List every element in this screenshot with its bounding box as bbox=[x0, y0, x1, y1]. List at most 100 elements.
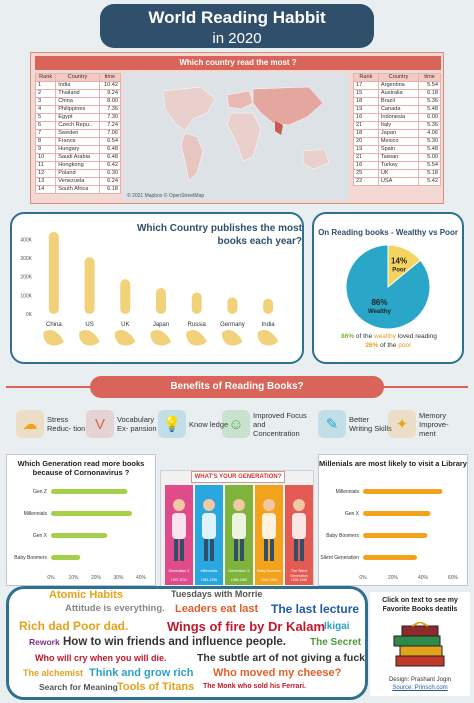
table-row[interactable]: 4 Philippines 7.36 bbox=[34, 105, 122, 114]
table-row[interactable]: 16 Turkey 5.54 bbox=[353, 161, 441, 170]
book-title-link[interactable]: Who moved my cheese? bbox=[213, 667, 342, 679]
books-chart-title: Which Country publishes the most books e… bbox=[136, 223, 302, 247]
book-title-link[interactable]: Leaders eat last bbox=[175, 603, 259, 615]
generation-figure: Generation Z 1997-2012 bbox=[165, 485, 193, 585]
book-title-link[interactable]: Rework bbox=[29, 637, 60, 647]
bar[interactable] bbox=[51, 489, 128, 494]
table-cell: 5.00 bbox=[418, 153, 441, 162]
table-cell: South Africa bbox=[55, 185, 100, 194]
book-title-link[interactable]: Search for Meaning bbox=[39, 682, 118, 692]
y-tick-label: 400K bbox=[20, 237, 32, 243]
table-cell: 20 bbox=[353, 137, 379, 146]
africa-shape bbox=[226, 112, 262, 162]
bar[interactable] bbox=[51, 533, 108, 538]
table-cell: 8.00 bbox=[98, 97, 122, 106]
bar[interactable] bbox=[263, 298, 274, 314]
book-title-link[interactable]: The Monk who sold his Ferrari. bbox=[203, 683, 307, 690]
book-title-link[interactable]: Who will cry when you will die. bbox=[35, 653, 167, 663]
table-cell: 22 bbox=[353, 177, 379, 186]
table-cell: Taiwan bbox=[377, 153, 420, 162]
table-row[interactable]: 25 UK 5.18 bbox=[353, 169, 441, 178]
book-title-link[interactable]: Ikigai bbox=[324, 621, 350, 632]
book-title-link[interactable]: Tools of Titans bbox=[117, 681, 195, 693]
table-row[interactable]: 20 Mexico 5.30 bbox=[353, 137, 441, 146]
table-row[interactable]: 10 Saudi Arabia 6.48 bbox=[34, 153, 122, 162]
table-row[interactable]: 18 Brazil 5.36 bbox=[353, 97, 441, 106]
benefit-item: ✎ Better Writing Skills bbox=[318, 404, 393, 444]
generation-figure: The Silent Generation 1928-1945 bbox=[285, 485, 313, 585]
x-tick-label: Russia bbox=[188, 322, 207, 328]
bar[interactable] bbox=[191, 292, 202, 314]
table-row[interactable]: 21 Taiwan 5.00 bbox=[353, 153, 441, 162]
brain-icon: ☁ bbox=[16, 410, 44, 438]
table-cell: 7.24 bbox=[98, 121, 122, 130]
x-tick-label: 30% bbox=[113, 575, 124, 581]
table-row[interactable]: 6 Czech Repu.. 7.24 bbox=[34, 121, 122, 130]
bar[interactable] bbox=[51, 555, 81, 560]
book-title-link[interactable]: Atomic Habits bbox=[49, 589, 123, 601]
generation-years: 1946-1964 bbox=[260, 578, 278, 582]
table-cell: 12 bbox=[34, 169, 57, 178]
table-cell: 14 bbox=[34, 185, 57, 194]
table-row[interactable]: 15 Australia 6.18 bbox=[353, 89, 441, 98]
book-title-link[interactable]: The Secret bbox=[310, 637, 362, 648]
note-26: 26% bbox=[365, 342, 379, 349]
book-title-link[interactable]: Tuesdays with Morrie bbox=[171, 589, 263, 599]
table-row[interactable]: 7 Sweden 7.06 bbox=[34, 129, 122, 138]
table-row[interactable]: 13 Venezuela 6.24 bbox=[34, 177, 122, 186]
table-row[interactable]: 11 Hongkong 6.42 bbox=[34, 161, 122, 170]
ranking-table-left: Rank Country time 1 India 10.42 2 Thailand 9.24 3… bbox=[34, 73, 122, 194]
bar[interactable] bbox=[156, 288, 166, 314]
bar[interactable] bbox=[363, 511, 431, 516]
bar[interactable] bbox=[363, 533, 428, 538]
generation-years: 1997-2012 bbox=[170, 578, 188, 582]
table-row[interactable]: 1 India 10.42 bbox=[34, 81, 122, 90]
table-row[interactable]: 21 Italy 5.36 bbox=[353, 121, 441, 130]
book-title-link[interactable]: The subtle art of not giving a fuck. bbox=[197, 652, 368, 664]
country-silhouette bbox=[79, 330, 100, 346]
pie-slice[interactable] bbox=[345, 244, 431, 330]
table-row[interactable]: 19 Canada 5.48 bbox=[353, 105, 441, 114]
book-title-link[interactable]: Rich dad Poor dad. bbox=[19, 619, 129, 633]
book-title-link[interactable]: Think and grow rich bbox=[89, 667, 194, 679]
table-row[interactable]: 9 Hungary 6.48 bbox=[34, 145, 122, 154]
table-row[interactable]: 18 Japan 4.06 bbox=[353, 129, 441, 138]
table-row[interactable]: 22 USA 5.42 bbox=[353, 177, 441, 186]
x-tick-label: Japan bbox=[153, 322, 169, 328]
table-cell: 10.42 bbox=[98, 81, 122, 90]
source-credit[interactable]: Source: Prinsch.com bbox=[392, 685, 448, 691]
bar[interactable] bbox=[363, 489, 443, 494]
book-title-link[interactable]: Attitude is everything. bbox=[65, 603, 165, 614]
table-cell: Brazil bbox=[377, 97, 420, 106]
x-tick-label: 10% bbox=[68, 575, 79, 581]
table-row[interactable]: 2 Thailand 9.24 bbox=[34, 89, 122, 98]
table-row[interactable]: 8 France 6.54 bbox=[34, 137, 122, 146]
book-title-link[interactable]: The last lecture bbox=[271, 602, 360, 616]
x-tick-label: 40% bbox=[418, 575, 429, 581]
bar[interactable] bbox=[227, 297, 238, 314]
bar[interactable] bbox=[363, 555, 417, 560]
benefit-item: V Vocabulary Ex- pansion bbox=[86, 404, 161, 444]
bar[interactable] bbox=[48, 231, 59, 314]
table-row[interactable]: 5 Egypt 7.30 bbox=[34, 113, 122, 122]
table-cell: 4 bbox=[34, 105, 57, 114]
table-cell: 6.18 bbox=[98, 185, 122, 194]
bar[interactable] bbox=[51, 511, 132, 516]
table-row[interactable]: 19 Spain 5.48 bbox=[353, 145, 441, 154]
bar-category-label: Millennials bbox=[336, 489, 360, 495]
table-row[interactable]: 16 Indonesia 6.00 bbox=[353, 113, 441, 122]
generation-name: Generation X bbox=[228, 569, 250, 573]
table-cell: Canada bbox=[377, 105, 420, 114]
bar[interactable] bbox=[120, 279, 131, 314]
book-title-link[interactable]: Wings of fire by Dr Kalam bbox=[167, 619, 326, 634]
table-header: time bbox=[418, 73, 441, 82]
table-cell: 6.18 bbox=[418, 89, 441, 98]
book-title-link[interactable]: How to win friends and influence people. bbox=[63, 636, 286, 648]
table-row[interactable]: 14 South Africa 6.18 bbox=[34, 185, 122, 194]
book-title-link[interactable]: The alchemist bbox=[23, 668, 84, 678]
table-row[interactable]: 12 Poland 6.30 bbox=[34, 169, 122, 178]
table-row[interactable]: 3 China 8.00 bbox=[34, 97, 122, 106]
bar[interactable] bbox=[84, 257, 95, 314]
world-map[interactable]: © 2021 Mapbox © OpenStreetMap bbox=[123, 73, 349, 201]
table-row[interactable]: 17 Argentina 5.54 bbox=[353, 81, 441, 90]
